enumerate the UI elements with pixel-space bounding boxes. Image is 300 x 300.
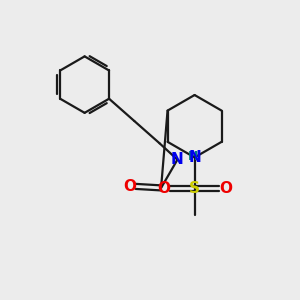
Text: O: O xyxy=(219,181,232,196)
Text: S: S xyxy=(189,181,200,196)
Text: N: N xyxy=(188,150,201,165)
Text: O: O xyxy=(157,181,170,196)
Text: O: O xyxy=(123,179,136,194)
Text: H: H xyxy=(188,150,198,163)
Text: N: N xyxy=(171,152,184,167)
